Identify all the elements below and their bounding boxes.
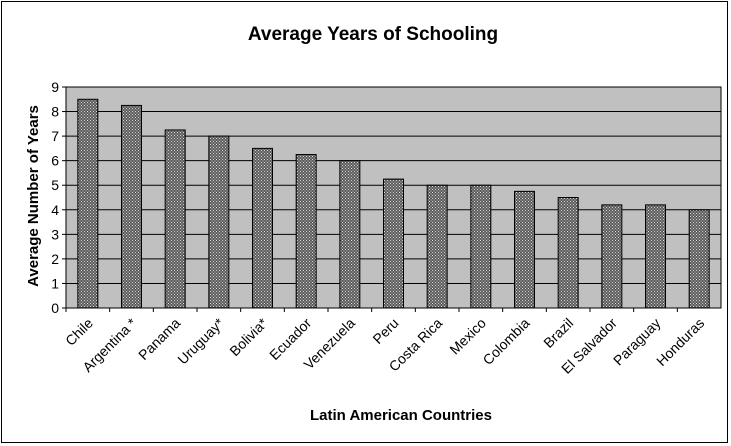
bar-2 bbox=[164, 129, 186, 309]
bar-4 bbox=[252, 147, 273, 309]
bar-9 bbox=[470, 184, 492, 309]
y-tick-label-4: 4 bbox=[51, 202, 59, 218]
bar-13 bbox=[645, 204, 666, 309]
bar-14 bbox=[688, 209, 710, 309]
y-tick-label-3: 3 bbox=[51, 226, 59, 242]
bars bbox=[77, 98, 710, 309]
y-tick-label-2: 2 bbox=[51, 251, 59, 267]
bar-8 bbox=[426, 184, 448, 309]
y-tick-label-5: 5 bbox=[51, 177, 59, 193]
y-tick-label-9: 9 bbox=[51, 79, 59, 95]
y-tick-label-8: 8 bbox=[51, 104, 59, 120]
y-axis-title: Average Number of Years bbox=[25, 105, 42, 287]
y-axis-ticks: 0 1 2 3 4 5 6 7 8 9 bbox=[51, 79, 66, 316]
bar-7 bbox=[383, 178, 404, 309]
x-tick-label-14: Honduras bbox=[653, 315, 707, 369]
x-tick-label-11: Brazil bbox=[540, 315, 576, 351]
y-tick-label-1: 1 bbox=[51, 275, 59, 291]
x-axis-title: Latin American Countries bbox=[310, 407, 492, 424]
bar-1 bbox=[121, 104, 142, 309]
x-tick-label-3: Uruguay* bbox=[174, 314, 227, 367]
bar-11 bbox=[557, 197, 579, 309]
bar-6 bbox=[339, 160, 361, 309]
y-tick-label-7: 7 bbox=[51, 128, 59, 144]
x-tick-label-7: Peru bbox=[369, 315, 401, 347]
y-tick-label-6: 6 bbox=[51, 153, 59, 169]
bar-10 bbox=[514, 190, 535, 309]
bar-5 bbox=[295, 154, 317, 309]
x-tick-label-4: Bolivia* bbox=[226, 314, 271, 359]
x-tick-label-0: Chile bbox=[62, 315, 96, 349]
x-tick-label-10: Colombia bbox=[479, 315, 532, 368]
chart-title: Average Years of Schooling bbox=[248, 24, 498, 45]
bar-0 bbox=[77, 98, 99, 309]
bar-3 bbox=[208, 135, 230, 309]
x-tick-label-9: Mexico bbox=[446, 315, 489, 358]
bar-12 bbox=[601, 204, 623, 309]
y-tick-label-0: 0 bbox=[51, 300, 59, 316]
